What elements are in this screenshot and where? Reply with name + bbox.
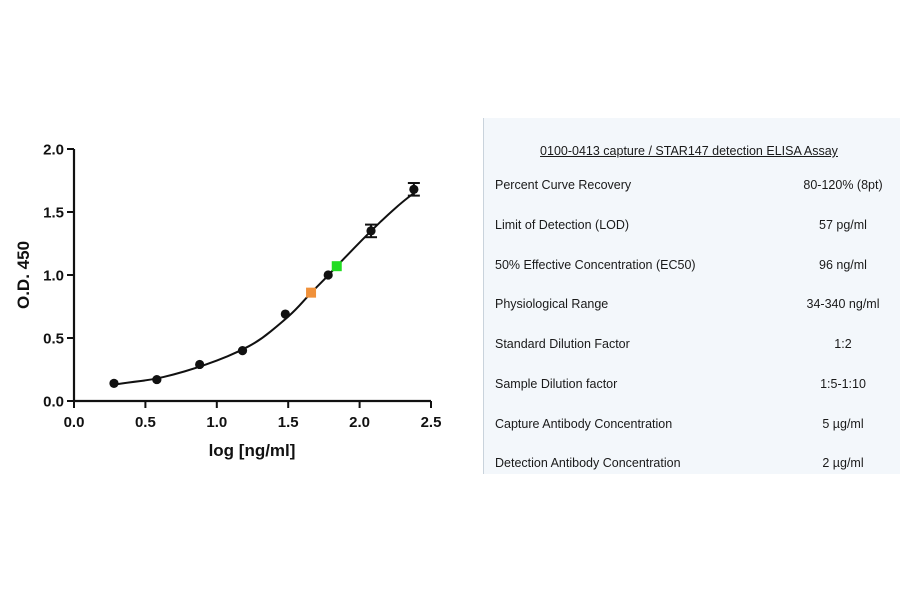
y-tick-label: 0.5 <box>43 331 64 348</box>
row-label: Capture Antibody Concentration <box>495 417 673 431</box>
table-row: Detection Antibody Concentration 2 µg/ml <box>484 456 900 476</box>
data-marks <box>109 182 420 388</box>
table-row: 50% Effective Concentration (EC50) 96 ng… <box>484 258 900 278</box>
row-label: Detection Antibody Concentration <box>495 456 681 470</box>
x-tick-label: 1.0 <box>206 414 227 431</box>
row-value: 1:5-1:10 <box>820 377 866 391</box>
y-tick-label: 2.0 <box>43 142 64 159</box>
axes <box>72 149 431 403</box>
row-value: 34-340 ng/ml <box>806 297 880 311</box>
data-point <box>323 270 333 280</box>
assay-table-title: 0100-0413 capture / STAR147 detection EL… <box>540 144 838 158</box>
table-row: Percent Curve Recovery 80-120% (8pt) <box>484 178 900 198</box>
row-value: 5 µg/ml <box>822 417 864 431</box>
highlight-marker <box>306 287 317 298</box>
data-point <box>195 359 205 370</box>
table-row: Standard Dilution Factor 1:2 <box>484 337 900 357</box>
data-point <box>109 378 119 388</box>
y-tick-label: 0.0 <box>43 394 64 411</box>
row-value: 2 µg/ml <box>822 456 864 470</box>
row-label: Limit of Detection (LOD) <box>495 218 630 232</box>
fit-curve-line <box>113 192 415 386</box>
y-axis-label: O.D. 450 <box>14 241 33 309</box>
row-value: 80-120% (8pt) <box>803 178 883 192</box>
data-point <box>280 309 290 319</box>
od450-curve-chart: 0.0 0.5 1.0 1.5 2.0 0.0 0.5 1.0 1.5 2.0 2.5 log [n… <box>14 142 441 461</box>
row-label: Percent Curve Recovery <box>495 178 632 192</box>
data-point <box>237 346 248 356</box>
x-tick-label: 2.0 <box>349 414 370 431</box>
table-row: Limit of Detection (LOD) 57 pg/ml <box>484 218 900 238</box>
row-label: Sample Dilution factor <box>495 377 618 391</box>
data-point <box>366 226 376 236</box>
x-tick-label: 0.5 <box>135 414 156 431</box>
x-tick-label: 1.5 <box>278 414 299 431</box>
row-label: 50% Effective Concentration (EC50) <box>495 258 696 272</box>
row-value: 96 ng/ml <box>819 258 867 272</box>
table-row: Physiological Range 34-340 ng/ml <box>484 297 900 317</box>
y-tick-label: 1.0 <box>43 268 64 285</box>
row-label: Standard Dilution Factor <box>495 337 630 351</box>
x-tick-label: 2.5 <box>421 414 442 431</box>
x-axis-label: log [ng/ml] <box>209 441 296 460</box>
table-row: Sample Dilution factor 1:5-1:10 <box>484 377 900 397</box>
data-point <box>409 184 419 194</box>
row-value: 57 pg/ml <box>819 218 867 232</box>
fit-curve-group <box>113 192 415 386</box>
highlight-marker <box>331 261 342 272</box>
table-row: Capture Antibody Concentration 5 µg/ml <box>484 417 900 437</box>
row-label: Physiological Range <box>495 297 609 311</box>
row-value: 1:2 <box>834 337 852 351</box>
ticks: 0.0 0.5 1.0 1.5 2.0 0.0 0.5 1.0 1.5 2.0 2.5 <box>43 142 441 432</box>
x-tick-label: 0.0 <box>64 414 85 431</box>
y-tick-label: 1.5 <box>43 205 64 222</box>
data-point <box>152 374 162 385</box>
assay-info-panel: 0100-0413 capture / STAR147 detection EL… <box>483 118 900 474</box>
